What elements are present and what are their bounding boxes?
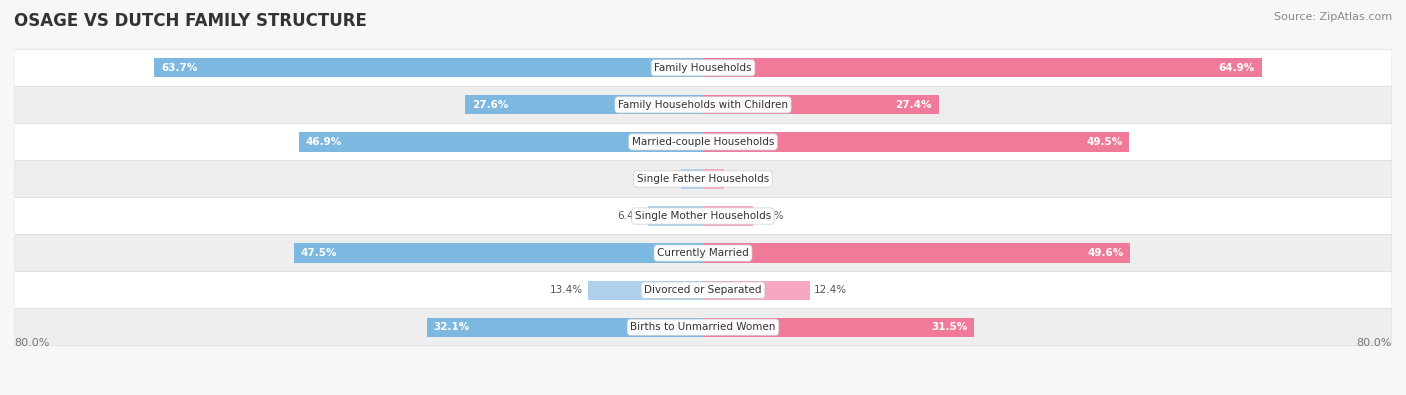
FancyBboxPatch shape <box>14 308 1392 346</box>
FancyBboxPatch shape <box>14 123 1392 160</box>
FancyBboxPatch shape <box>14 235 1392 272</box>
Bar <box>299 132 703 152</box>
Text: Single Mother Households: Single Mother Households <box>636 211 770 221</box>
Text: Married-couple Households: Married-couple Households <box>631 137 775 147</box>
Bar <box>426 318 703 337</box>
Bar <box>703 318 974 337</box>
Text: 13.4%: 13.4% <box>550 285 583 295</box>
Text: 49.6%: 49.6% <box>1087 248 1123 258</box>
Bar <box>155 58 703 77</box>
Text: 2.4%: 2.4% <box>728 174 755 184</box>
FancyBboxPatch shape <box>14 87 1392 123</box>
Bar <box>465 95 703 115</box>
Text: 80.0%: 80.0% <box>1357 338 1392 348</box>
Text: 12.4%: 12.4% <box>814 285 848 295</box>
Text: 47.5%: 47.5% <box>301 248 337 258</box>
Text: 5.8%: 5.8% <box>758 211 783 221</box>
Bar <box>703 132 1129 152</box>
Bar <box>703 95 939 115</box>
Text: 27.6%: 27.6% <box>472 100 509 110</box>
Bar <box>703 169 724 188</box>
Text: 32.1%: 32.1% <box>433 322 470 332</box>
Text: OSAGE VS DUTCH FAMILY STRUCTURE: OSAGE VS DUTCH FAMILY STRUCTURE <box>14 12 367 30</box>
Bar <box>682 169 703 188</box>
Text: Divorced or Separated: Divorced or Separated <box>644 285 762 295</box>
Text: 27.4%: 27.4% <box>896 100 932 110</box>
Text: Family Households with Children: Family Households with Children <box>619 100 787 110</box>
Text: 2.5%: 2.5% <box>651 174 678 184</box>
Text: Currently Married: Currently Married <box>657 248 749 258</box>
Text: 64.9%: 64.9% <box>1219 63 1256 73</box>
Bar <box>648 207 703 226</box>
FancyBboxPatch shape <box>14 272 1392 308</box>
Text: 49.5%: 49.5% <box>1087 137 1122 147</box>
Text: Single Father Households: Single Father Households <box>637 174 769 184</box>
Text: Source: ZipAtlas.com: Source: ZipAtlas.com <box>1274 12 1392 22</box>
Text: 46.9%: 46.9% <box>307 137 342 147</box>
FancyBboxPatch shape <box>14 198 1392 235</box>
Bar <box>703 58 1263 77</box>
Text: Births to Unmarried Women: Births to Unmarried Women <box>630 322 776 332</box>
Bar <box>703 280 810 300</box>
Bar <box>703 243 1130 263</box>
Text: 6.4%: 6.4% <box>617 211 644 221</box>
Text: 80.0%: 80.0% <box>14 338 49 348</box>
Bar <box>294 243 703 263</box>
FancyBboxPatch shape <box>14 49 1392 87</box>
Text: Family Households: Family Households <box>654 63 752 73</box>
Bar <box>703 207 754 226</box>
Bar <box>588 280 703 300</box>
Text: 31.5%: 31.5% <box>931 322 967 332</box>
FancyBboxPatch shape <box>14 160 1392 198</box>
Text: 63.7%: 63.7% <box>162 63 198 73</box>
